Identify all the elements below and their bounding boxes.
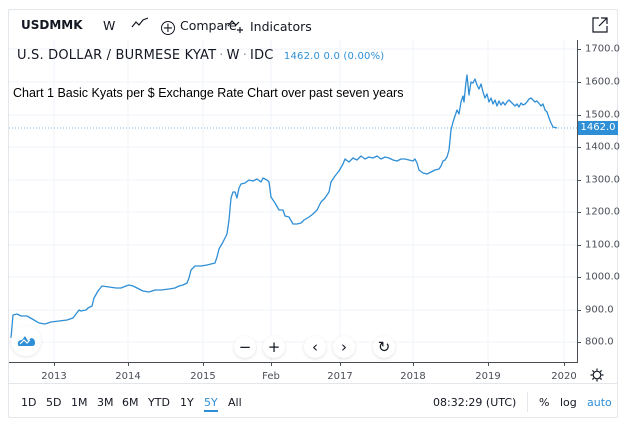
y-tick <box>577 180 581 181</box>
price-chart-plot[interactable] <box>9 10 577 362</box>
price-line <box>10 74 558 339</box>
time-label: 2013 <box>41 371 67 382</box>
time-axis[interactable] <box>9 362 578 363</box>
symbol-legend: U.S. DOLLAR / BURMESE KYAT · W · IDC 1462.0 … <box>17 48 385 63</box>
y-tick <box>577 115 581 116</box>
price-label: 1300.0 <box>585 174 620 186</box>
gear-icon <box>590 368 604 382</box>
reset-icon: ↻ <box>377 338 391 356</box>
indicators-button[interactable]: Indicators <box>227 18 312 34</box>
price-axis[interactable] <box>577 40 578 363</box>
range-6m[interactable]: 6M <box>122 396 139 409</box>
interval-button[interactable]: W <box>103 18 116 33</box>
x-tick <box>413 362 414 366</box>
price-label: 800.0 <box>585 336 614 348</box>
time-label: 2017 <box>327 371 353 382</box>
expand-button[interactable] <box>591 16 611 36</box>
chart-type-button[interactable] <box>131 16 149 33</box>
time-label: Feb <box>262 371 280 382</box>
price-label: 1000.0 <box>585 271 620 283</box>
range-ytd[interactable]: YTD <box>148 396 170 409</box>
settings-button[interactable] <box>590 367 604 382</box>
time-label: 2020 <box>551 371 577 382</box>
legend-change-pct: (0.00%) <box>343 51 385 62</box>
compare-label: Compare <box>180 18 237 33</box>
x-tick <box>564 362 565 366</box>
price-label: 1200.0 <box>585 206 620 218</box>
legend-exchange: IDC <box>250 48 274 63</box>
indicators-icon <box>227 20 243 33</box>
range-all[interactable]: All <box>228 396 242 409</box>
legend-last: 1462.0 <box>283 51 321 62</box>
price-label: 1700.0 <box>585 43 620 55</box>
y-tick <box>577 245 581 246</box>
utc-clock[interactable]: 08:32:29 (UTC) <box>433 396 517 409</box>
chevron-right-icon: › <box>341 338 347 356</box>
y-tick <box>577 212 581 213</box>
plus-circle-icon: + <box>161 21 175 36</box>
divider <box>527 392 528 412</box>
range-3m[interactable]: 3M <box>97 396 114 409</box>
x-tick <box>54 362 55 366</box>
compare-button[interactable]: + Compare <box>161 18 237 35</box>
grid-lines <box>9 40 577 362</box>
price-label: 1600.0 <box>585 76 620 88</box>
bottom-toolbar: 1D 5D 1M 3M 6M YTD 1Y 5Y All 08:32:29 (U… <box>9 383 617 420</box>
chart-caption: Chart 1 Basic Kyats per $ Exchange Rate … <box>13 86 404 100</box>
range-5y[interactable]: 5Y <box>204 396 218 412</box>
y-tick <box>577 310 581 311</box>
legend-title: U.S. DOLLAR / BURMESE KYAT <box>17 48 217 63</box>
time-label: 2015 <box>190 371 216 382</box>
x-tick <box>340 362 341 366</box>
price-label: 900.0 <box>585 304 614 316</box>
x-tick <box>203 362 204 366</box>
last-price-badge: 1462.0 <box>578 121 618 135</box>
legend-values: 1462.0 0.0 (0.00%) <box>284 51 384 62</box>
price-label: 1100.0 <box>585 239 620 251</box>
legend-interval: W <box>226 48 240 63</box>
x-tick <box>488 362 489 366</box>
log-scale-toggle[interactable]: log <box>560 396 577 409</box>
scroll-right-button[interactable]: › <box>333 336 355 358</box>
top-toolbar: USDMMK W + Compare Indicators <box>9 10 617 42</box>
zoom-out-button[interactable]: − <box>234 336 256 358</box>
time-label: 2014 <box>115 371 141 382</box>
reset-chart-button[interactable]: ↻ <box>373 336 395 358</box>
tradingview-cloud-icon <box>17 336 35 346</box>
minus-icon: − <box>238 338 252 356</box>
legend-change: 0.0 <box>323 51 341 62</box>
external-link-icon <box>592 17 608 33</box>
range-1y[interactable]: 1Y <box>180 396 194 409</box>
price-label: 1400.0 <box>585 141 620 153</box>
chart-widget: USDMMK W + Compare Indicators <box>8 9 620 420</box>
plus-icon: + <box>267 338 281 356</box>
y-tick <box>577 49 581 50</box>
percent-scale-toggle[interactable]: % <box>539 396 550 409</box>
range-1m[interactable]: 1M <box>71 396 88 409</box>
time-label: 2019 <box>475 371 501 382</box>
price-label: 1500.0 <box>585 109 620 121</box>
range-1d[interactable]: 1D <box>21 396 37 409</box>
auto-scale-toggle[interactable]: auto <box>587 396 612 409</box>
chevron-left-icon: ‹ <box>312 338 318 356</box>
tradingview-logo-button[interactable] <box>11 326 41 356</box>
zoom-in-button[interactable]: + <box>263 336 285 358</box>
symbol-button[interactable]: USDMMK <box>21 18 83 32</box>
y-tick <box>577 342 581 343</box>
x-tick <box>128 362 129 366</box>
scroll-left-button[interactable]: ‹ <box>304 336 326 358</box>
line-chart-icon <box>131 17 149 28</box>
range-5d[interactable]: 5D <box>46 396 62 409</box>
y-tick <box>577 277 581 278</box>
y-tick <box>577 82 581 83</box>
y-tick <box>577 147 581 148</box>
x-tick <box>271 362 272 366</box>
time-label: 2018 <box>400 371 426 382</box>
indicators-label: Indicators <box>250 19 312 34</box>
